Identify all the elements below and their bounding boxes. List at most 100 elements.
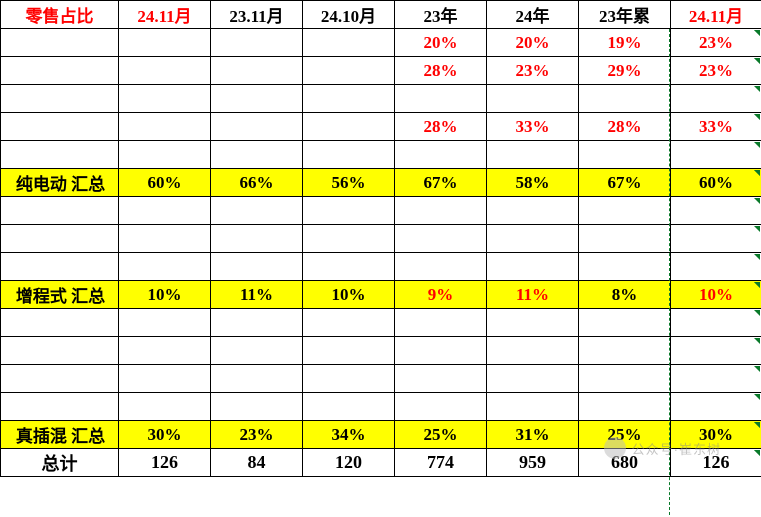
row-label: 真插混 汇总 bbox=[1, 421, 119, 449]
cell bbox=[487, 337, 579, 365]
cell bbox=[671, 337, 761, 365]
header-c4: 23年 bbox=[395, 1, 487, 29]
cell: 10% bbox=[119, 281, 211, 309]
header-c5: 24年 bbox=[487, 1, 579, 29]
cell bbox=[395, 365, 487, 393]
cell: 60% bbox=[671, 169, 761, 197]
cell bbox=[303, 225, 395, 253]
cell bbox=[671, 141, 761, 169]
cell bbox=[579, 337, 671, 365]
cell bbox=[487, 309, 579, 337]
header-c1: 24.11月 bbox=[119, 1, 211, 29]
cell bbox=[211, 393, 303, 421]
cell bbox=[119, 309, 211, 337]
cell bbox=[395, 141, 487, 169]
cell bbox=[211, 337, 303, 365]
cell bbox=[395, 197, 487, 225]
corner-marker-icon bbox=[754, 226, 760, 232]
cell bbox=[211, 29, 303, 57]
watermark-text: 公众号·崔东树 bbox=[632, 439, 721, 458]
cell: 58% bbox=[487, 169, 579, 197]
cell bbox=[303, 365, 395, 393]
watermark: 公众号·崔东树 bbox=[604, 437, 721, 459]
data-row-12 bbox=[1, 337, 761, 365]
cell bbox=[671, 225, 761, 253]
cell: 20% bbox=[395, 29, 487, 57]
cell: 774 bbox=[395, 449, 487, 477]
cell bbox=[1, 57, 119, 85]
cell bbox=[579, 225, 671, 253]
data-row-2: 28% 23% 29% 23% bbox=[1, 57, 761, 85]
cell: 9% bbox=[395, 281, 487, 309]
cell bbox=[211, 253, 303, 281]
cell bbox=[487, 365, 579, 393]
cell bbox=[211, 113, 303, 141]
corner-marker-icon bbox=[754, 450, 760, 456]
cell bbox=[487, 253, 579, 281]
cell bbox=[395, 85, 487, 113]
cell bbox=[1, 337, 119, 365]
cell bbox=[303, 29, 395, 57]
cell: 23% bbox=[211, 421, 303, 449]
corner-marker-icon bbox=[754, 338, 760, 344]
corner-marker-icon bbox=[754, 198, 760, 204]
cell: 23% bbox=[671, 57, 761, 85]
cell: 33% bbox=[487, 113, 579, 141]
corner-marker-icon bbox=[754, 142, 760, 148]
row-label: 纯电动 汇总 bbox=[1, 169, 119, 197]
cell: 60% bbox=[119, 169, 211, 197]
cell: 19% bbox=[579, 29, 671, 57]
cell bbox=[211, 225, 303, 253]
cell: 67% bbox=[395, 169, 487, 197]
cell: 25% bbox=[395, 421, 487, 449]
cell bbox=[1, 29, 119, 57]
table-container: 零售占比 24.11月 23.11月 24.10月 23年 24年 23年累 2… bbox=[0, 0, 761, 477]
cell: 120 bbox=[303, 449, 395, 477]
cell bbox=[1, 393, 119, 421]
row-label: 总计 bbox=[1, 449, 119, 477]
cell bbox=[119, 225, 211, 253]
corner-marker-icon bbox=[754, 282, 760, 288]
cell: 11% bbox=[487, 281, 579, 309]
data-row-11 bbox=[1, 309, 761, 337]
cell bbox=[303, 393, 395, 421]
cell bbox=[395, 309, 487, 337]
cell bbox=[119, 29, 211, 57]
row-label: 增程式 汇总 bbox=[1, 281, 119, 309]
cell bbox=[211, 141, 303, 169]
cell: 84 bbox=[211, 449, 303, 477]
cell bbox=[303, 85, 395, 113]
cell bbox=[119, 365, 211, 393]
header-c3: 24.10月 bbox=[303, 1, 395, 29]
corner-marker-icon bbox=[754, 254, 760, 260]
cell bbox=[395, 225, 487, 253]
cell bbox=[579, 309, 671, 337]
cell: 34% bbox=[303, 421, 395, 449]
cell bbox=[1, 365, 119, 393]
cell bbox=[671, 85, 761, 113]
data-row-9 bbox=[1, 253, 761, 281]
cell bbox=[671, 253, 761, 281]
cell bbox=[211, 365, 303, 393]
bev-summary-row: 纯电动 汇总 60% 66% 56% 67% 58% 67% 60% bbox=[1, 169, 761, 197]
data-row-4: 28% 33% 28% 33% bbox=[1, 113, 761, 141]
cell: 11% bbox=[211, 281, 303, 309]
cell bbox=[119, 57, 211, 85]
data-row-13 bbox=[1, 365, 761, 393]
cell: 23% bbox=[487, 57, 579, 85]
cell bbox=[579, 85, 671, 113]
corner-marker-icon bbox=[754, 30, 760, 36]
cell: 28% bbox=[395, 57, 487, 85]
cell bbox=[671, 197, 761, 225]
cell bbox=[303, 253, 395, 281]
header-c0: 零售占比 bbox=[1, 1, 119, 29]
corner-marker-icon bbox=[754, 394, 760, 400]
cell: 67% bbox=[579, 169, 671, 197]
cell: 29% bbox=[579, 57, 671, 85]
cell bbox=[579, 393, 671, 421]
cell bbox=[303, 197, 395, 225]
cell: 28% bbox=[579, 113, 671, 141]
cell bbox=[211, 309, 303, 337]
cell bbox=[1, 141, 119, 169]
cell bbox=[303, 113, 395, 141]
